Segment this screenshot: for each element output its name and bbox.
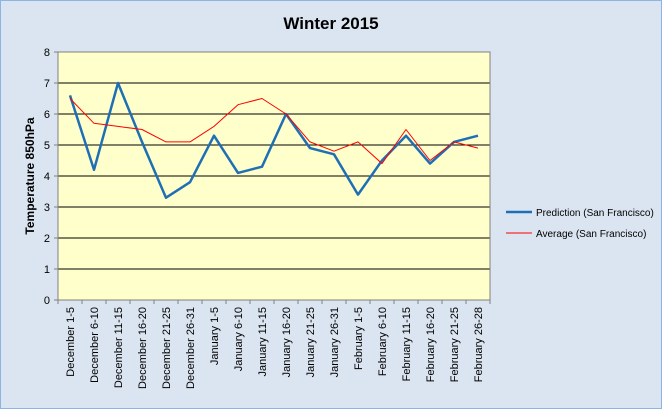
prediction-series-line bbox=[68, 81, 479, 199]
x-tick-label: January 16-20 bbox=[281, 307, 293, 377]
x-tick-label: January 1-5 bbox=[209, 307, 221, 365]
x-tick-label: December 21-25 bbox=[161, 307, 173, 389]
x-tick-label: December 16-20 bbox=[137, 307, 149, 389]
x-tick-label: December 1-5 bbox=[65, 307, 77, 377]
y-tick-label: 3 bbox=[44, 202, 50, 214]
y-tick-label: 4 bbox=[44, 171, 50, 183]
x-tick-label: January 26-31 bbox=[329, 307, 341, 377]
x-tick-label: February 1-5 bbox=[353, 307, 365, 370]
x-tick-label: December 6-10 bbox=[89, 307, 101, 383]
x-tick-label: December 11-15 bbox=[113, 307, 125, 388]
x-tick-label: January 21-25 bbox=[305, 307, 317, 377]
series-lines bbox=[68, 81, 479, 199]
y-tick-label: 1 bbox=[44, 264, 50, 276]
x-tick-label: February 26-28 bbox=[473, 307, 485, 382]
y-axis-label: Temperature 850hPa bbox=[23, 117, 37, 234]
x-tick-label: January 11-15 bbox=[257, 307, 269, 377]
legend: Prediction (San Francisco) Average (San F… bbox=[506, 208, 654, 240]
y-tick-label: 2 bbox=[44, 233, 50, 245]
x-tick-label: February 21-25 bbox=[449, 307, 461, 382]
y-axis-ticks: 0 1 2 3 4 5 6 7 8 bbox=[44, 47, 58, 307]
y-tick-label: 0 bbox=[44, 295, 50, 307]
x-tick-label: January 6-10 bbox=[233, 307, 245, 371]
legend-label: Prediction (San Francisco) bbox=[536, 208, 654, 219]
x-tick-label: December 26-31 bbox=[185, 307, 197, 389]
chart-title: Winter 2015 bbox=[283, 14, 378, 33]
x-tick-label: February 6-10 bbox=[377, 307, 389, 376]
x-tick-label: February 11-15 bbox=[401, 307, 413, 381]
average-series-line bbox=[69, 98, 479, 165]
legend-label: Average (San Francisco) bbox=[536, 229, 646, 240]
y-tick-label: 6 bbox=[44, 109, 50, 121]
y-tick-label: 5 bbox=[44, 140, 50, 152]
x-axis-ticks: December 1-5 December 6-10 December 11-15 D… bbox=[57, 300, 491, 389]
y-tick-label: 7 bbox=[44, 78, 50, 90]
y-tick-label: 8 bbox=[44, 47, 50, 59]
x-tick-label: February 16-20 bbox=[425, 307, 437, 382]
